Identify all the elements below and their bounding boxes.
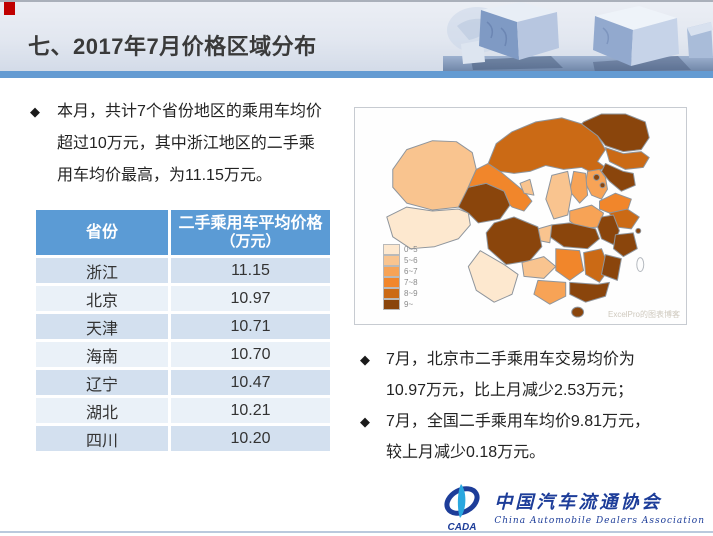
right-bullet: ◆ 7月，全国二手乘用车均价9.81万元， 较上月减少0.18万元。 (360, 406, 700, 468)
legend-swatch (383, 277, 400, 288)
summary-line: 用车均价最高，为11.15万元。 (57, 167, 272, 184)
cada-emblem-icon: CADA (444, 484, 480, 532)
legend-item: 0~5 (383, 244, 418, 255)
red-corner-mark (4, 2, 15, 15)
legend-label: 7~8 (404, 278, 418, 287)
slide-header: 七、2017年7月价格区域分布 (0, 0, 713, 72)
table-cell-province: 湖北 (36, 398, 168, 423)
province-sichuan (485, 216, 543, 266)
legend-swatch (383, 255, 400, 266)
legend-label: 6~7 (404, 267, 418, 276)
bullet-line: 7月，北京市二手乘用车交易均价为 (386, 351, 635, 368)
bullet-line: 较上月减少0.18万元。 (386, 444, 546, 461)
cube-right (593, 6, 679, 66)
legend-label: 8~9 (404, 289, 418, 298)
province-anhui (597, 214, 620, 246)
cube-large (479, 2, 559, 60)
province-neimenggu (487, 117, 606, 174)
diamond-bullet-icon: ◆ (30, 104, 40, 119)
province-guangdong (569, 281, 610, 303)
province-ningxia (519, 178, 535, 196)
province-taiwan (636, 257, 645, 272)
org-name-chinese: 中国汽车流通协会 (494, 492, 663, 513)
right-bullet-text: 7月，北京市二手乘用车交易均价为 10.97万元，比上月减少2.53万元； (386, 344, 635, 406)
province-xizang (386, 206, 471, 250)
diamond-bullet-icon: ◆ (360, 414, 370, 429)
province-shaanxi (545, 170, 573, 220)
table-header-price: 二手乘用车平均价格 （万元） (171, 210, 330, 255)
legend-label: 9~ (404, 300, 414, 309)
diamond-bullet-icon: ◆ (360, 352, 370, 367)
legend-swatch (383, 266, 400, 277)
title-accent-bar (0, 71, 713, 78)
bullet-line: 7月，全国二手乘用车均价9.81万元， (386, 413, 651, 430)
right-bullet: ◆ 7月，北京市二手乘用车交易均价为 10.97万元，比上月减少2.53万元； (360, 344, 700, 406)
table-header-province: 省份 (36, 210, 168, 255)
table-cell-province: 北京 (36, 286, 168, 311)
legend-swatch (383, 288, 400, 299)
province-guangxi (533, 279, 567, 305)
province-tianjin (599, 182, 606, 189)
right-bullets: ◆ 7月，北京市二手乘用车交易均价为 10.97万元，比上月减少2.53万元； ◆ 7月… (360, 344, 700, 468)
cube-edge (687, 22, 713, 58)
table-cell-price: 10.21 (171, 398, 330, 423)
summary-line: 超过10万元，其中浙江地区的二手乘 (57, 135, 315, 152)
table-cell-price: 10.97 (171, 286, 330, 311)
bottom-divider (0, 531, 713, 533)
china-map-svg (386, 113, 650, 318)
province-yunnan (467, 250, 519, 303)
province-zhejiang (612, 232, 638, 258)
table-cell-province: 浙江 (36, 258, 168, 283)
table-cell-price: 10.20 (171, 426, 330, 451)
province-hubei (549, 222, 601, 250)
table-cell-price: 10.70 (171, 342, 330, 367)
bullet-line: 10.97万元，比上月减少2.53万元； (386, 382, 634, 399)
legend-swatch (383, 299, 400, 310)
province-shanghai (635, 227, 642, 234)
legend-item: 9~ (383, 299, 418, 310)
map-watermark: ExcelPro的图表博客 (607, 310, 680, 319)
map-legend: 0~5 5~6 6~7 7~8 8~9 9~ (383, 244, 418, 310)
province-hainan (571, 306, 585, 318)
cada-acronym: CADA (448, 522, 477, 532)
legend-item: 8~9 (383, 288, 418, 299)
province-shanxi (569, 170, 589, 204)
table-cell-price: 11.15 (171, 258, 330, 283)
province-fujian (601, 254, 622, 281)
price-table: 省份 二手乘用车平均价格 （万元） 浙江 11.15 北京 10.97 天津 10.71 海… (36, 210, 330, 451)
province-guizhou (521, 256, 557, 279)
summary-bullet: ◆ 本月，共计7个省份地区的乘用车均价 超过10万元，其中浙江地区的二手乘 用车均价… (30, 96, 348, 192)
legend-swatch (383, 244, 400, 255)
legend-item: 7~8 (383, 277, 418, 288)
right-bullet-text: 7月，全国二手乘用车均价9.81万元， 较上月减少0.18万元。 (386, 406, 650, 468)
legend-item: 6~7 (383, 266, 418, 277)
org-name-english: China Automobile Dealers Association (494, 516, 705, 526)
province-jilin (604, 147, 650, 170)
table-cell-province: 天津 (36, 314, 168, 339)
table-cell-price: 10.47 (171, 370, 330, 395)
page-title: 七、2017年7月价格区域分布 (28, 34, 317, 59)
top-divider (0, 0, 713, 2)
province-beijing (593, 173, 601, 181)
table-cell-province: 辽宁 (36, 370, 168, 395)
legend-label: 5~6 (404, 256, 418, 265)
legend-label: 0~5 (404, 245, 418, 254)
summary-text: 本月，共计7个省份地区的乘用车均价 超过10万元，其中浙江地区的二手乘 用车均价最高… (57, 96, 322, 192)
table-cell-province: 海南 (36, 342, 168, 367)
cada-logo: CADA 中国汽车流通协会 China Automobile Dealers A… (436, 482, 705, 532)
province-hunan (555, 248, 585, 281)
summary-line: 本月，共计7个省份地区的乘用车均价 (57, 103, 322, 120)
logo-text: 中国汽车流通协会 China Automobile Dealers Associ… (494, 488, 705, 526)
province-heilongjiang (581, 113, 650, 153)
table-cell-province: 四川 (36, 426, 168, 451)
cubes-decoration (443, 2, 713, 72)
china-price-map: 0~5 5~6 6~7 7~8 8~9 9~ ExcelPro的图表博客 (354, 107, 687, 325)
table-cell-price: 10.71 (171, 314, 330, 339)
legend-item: 5~6 (383, 255, 418, 266)
